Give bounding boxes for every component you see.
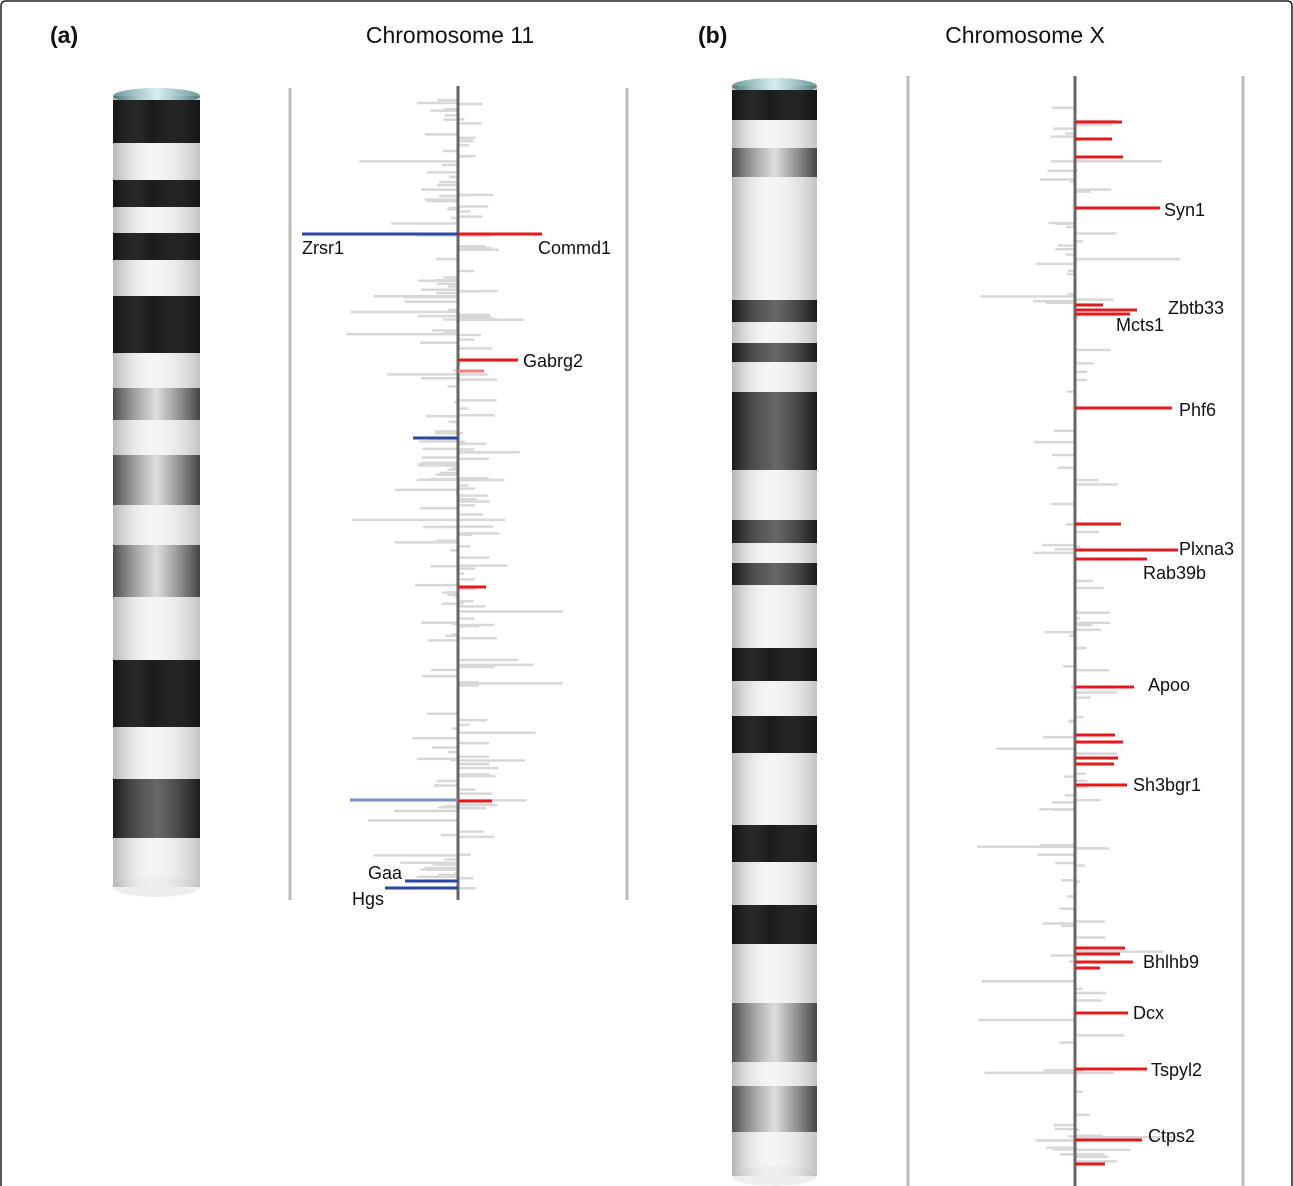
gene-label: Dcx bbox=[1133, 1003, 1164, 1023]
gene-label: Gabrg2 bbox=[523, 351, 583, 371]
gene-label: Apoo bbox=[1148, 675, 1190, 695]
gene-label: Hgs bbox=[352, 889, 384, 909]
shading bbox=[113, 96, 200, 887]
gene-label: Zbtb33 bbox=[1168, 298, 1224, 318]
panel-title: Chromosome X bbox=[945, 22, 1105, 48]
gene-label: Sh3bgr1 bbox=[1133, 775, 1201, 795]
shading bbox=[732, 86, 817, 1176]
gene-label: Tspyl2 bbox=[1151, 1060, 1202, 1080]
gene-label: Bhlhb9 bbox=[1143, 952, 1199, 972]
gene-label: Commd1 bbox=[538, 238, 611, 258]
panel-label: (a) bbox=[50, 22, 78, 48]
panel-label: (b) bbox=[698, 22, 727, 48]
gene-label: Syn1 bbox=[1164, 200, 1205, 220]
gene-label: Gaa bbox=[368, 863, 403, 883]
panel-title: Chromosome 11 bbox=[366, 22, 534, 48]
gene-label: Phf6 bbox=[1179, 400, 1216, 420]
gene-label: Plxna3 bbox=[1179, 539, 1234, 559]
figure: (a) Chromosome 11 (b) Chromosome X Zrsr1… bbox=[0, 0, 1293, 1186]
gene-label: Ctps2 bbox=[1148, 1126, 1195, 1146]
gene-label: Mcts1 bbox=[1116, 315, 1164, 335]
gene-label: Zrsr1 bbox=[302, 238, 344, 258]
gene-label: Rab39b bbox=[1143, 563, 1206, 583]
